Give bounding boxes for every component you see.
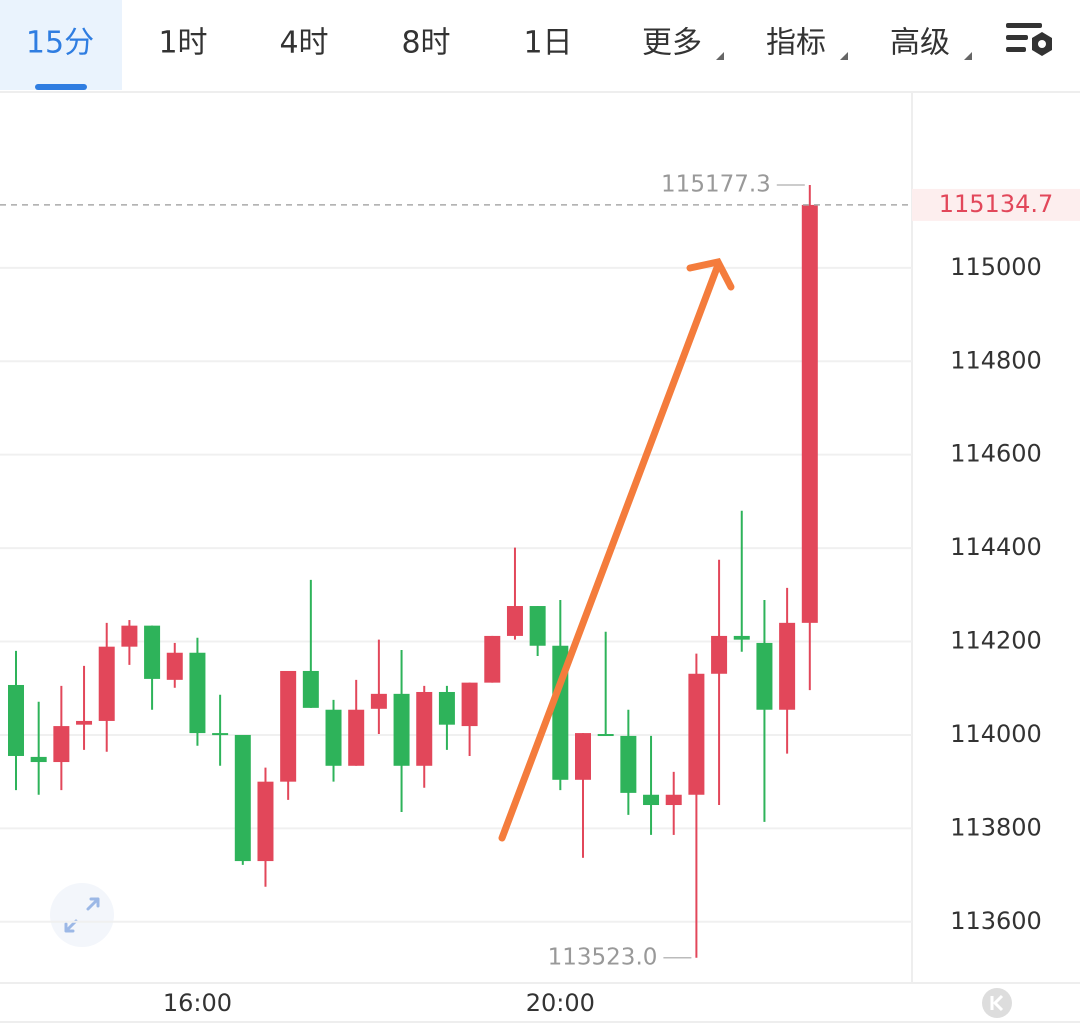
candle-body (801, 204, 818, 623)
settings-icon[interactable] (1006, 23, 1052, 56)
candle-body (280, 670, 297, 782)
candle-body (121, 625, 138, 647)
x-tick-label: 20:00 (526, 989, 595, 1017)
candle-body (302, 670, 319, 708)
candle-body (575, 733, 591, 780)
candle-body (688, 673, 705, 795)
candle-body (257, 781, 274, 862)
x-tick-label: 16:00 (163, 989, 232, 1017)
candle-body (711, 635, 728, 674)
candle-body (506, 606, 523, 636)
candle-body (76, 720, 93, 725)
candle-body (370, 693, 387, 709)
candle-body (756, 642, 773, 710)
candle-body (348, 709, 365, 766)
candle-body (597, 734, 614, 737)
tab[interactable]: 更多 (642, 26, 702, 61)
y-tick-label: 114200 (950, 627, 1042, 655)
candle-body (461, 682, 478, 727)
candle-body (212, 733, 229, 736)
extreme-label: 113523.0 (548, 944, 658, 970)
extreme-label: 115177.3 (661, 172, 771, 198)
y-tick-label: 114600 (950, 440, 1042, 468)
tab[interactable]: 8时 (401, 26, 450, 61)
active-tab-indicator (35, 84, 87, 90)
last-price-label: 115134.7 (939, 190, 1054, 218)
tab[interactable]: 15分 (26, 26, 94, 61)
candle-body (8, 684, 24, 756)
candle-body (166, 652, 183, 680)
tab[interactable]: 1日 (523, 26, 572, 61)
candle-body (620, 735, 637, 793)
candle-body (189, 652, 206, 734)
y-tick-label: 114000 (950, 720, 1042, 748)
candle-body (779, 622, 796, 710)
y-tick-label: 114400 (950, 533, 1042, 561)
candle-body (393, 693, 410, 766)
candle-body (144, 625, 161, 679)
candle-body (416, 691, 433, 766)
candle-body (53, 726, 70, 763)
trend-arrow (498, 258, 735, 842)
candle-body (665, 794, 682, 806)
tab[interactable]: 指标 (766, 26, 826, 61)
candle-body (325, 709, 342, 766)
last-price-tag (912, 188, 1080, 221)
tab[interactable]: 1时 (158, 26, 207, 61)
expand-button[interactable] (50, 883, 114, 947)
dropdown-marker (840, 52, 848, 60)
tab[interactable]: 高级 (890, 26, 950, 61)
tab[interactable]: 4时 (279, 26, 328, 61)
plot: 113600 113800 114000 114200 114400 114600 1148… (0, 172, 1080, 1017)
y-tick-label: 113600 (950, 907, 1042, 935)
active-tab-bg (0, 0, 122, 90)
candle-body (733, 635, 750, 640)
candle-body (643, 794, 660, 806)
candle-body (30, 756, 47, 763)
dropdown-marker (716, 52, 724, 60)
scroll-end-button[interactable] (982, 988, 1012, 1018)
candle-body (98, 646, 115, 721)
y-tick-label: 115000 (950, 253, 1042, 281)
candle-body (234, 734, 251, 862)
y-tick-label: 114800 (950, 346, 1042, 374)
candle-body (529, 606, 546, 646)
candle-body (484, 635, 501, 683)
candle-body (438, 691, 455, 725)
dropdown-marker (964, 52, 972, 60)
y-tick-label: 113800 (950, 813, 1042, 841)
